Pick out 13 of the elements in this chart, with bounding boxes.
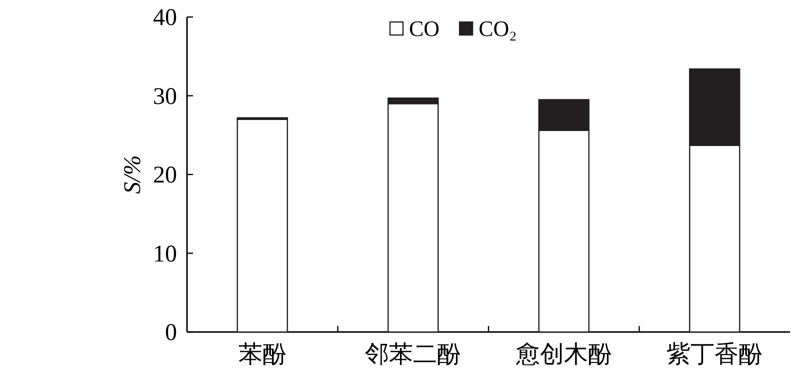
x-tick-label: 苯酚 xyxy=(238,342,286,368)
y-axis-title: S/% xyxy=(120,155,146,194)
y-tick-label: 20 xyxy=(153,162,177,188)
y-tick-label: 40 xyxy=(153,5,177,31)
x-tick-label: 邻苯二酚 xyxy=(365,342,462,368)
y-tick-label: 0 xyxy=(165,320,177,346)
bar xyxy=(236,118,288,333)
legend-label: CO xyxy=(409,16,440,41)
y-tick-label: 10 xyxy=(153,241,177,268)
x-tick-label: 愈创木酚 xyxy=(514,342,612,368)
y-tick-label: 30 xyxy=(153,84,177,110)
legend-label: CO₂ xyxy=(478,16,517,41)
x-tick-label: 紫丁香酚 xyxy=(666,342,763,368)
